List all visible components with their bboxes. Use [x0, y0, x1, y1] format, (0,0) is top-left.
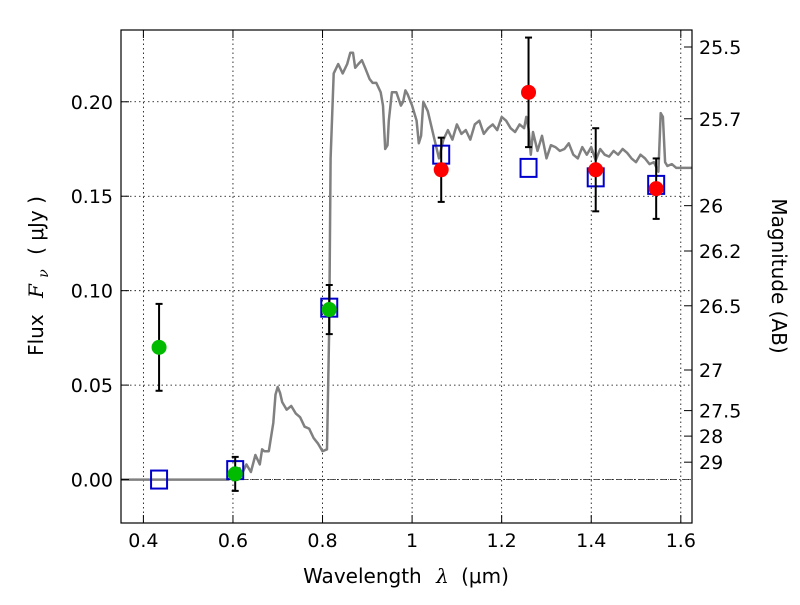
y2-tick-label: 25.5 [699, 37, 741, 59]
x-tick-label: 1.6 [666, 530, 696, 552]
y2-tick-label: 25.7 [699, 109, 741, 131]
y2-tick-label: 27.5 [699, 401, 741, 423]
x-tick-label: 0.6 [218, 530, 248, 552]
y2-axis-title: Magnitude (AB) [767, 198, 791, 353]
y2-tick-label: 28 [699, 426, 723, 448]
ticks: 0.4 0.6 0.8 1 1.2 1.4 1.6 0.00 0.05 0.10 0.15 0.20 2… [71, 30, 741, 552]
grid [121, 30, 692, 523]
y2-tick-label: 29 [699, 452, 723, 474]
data-point [521, 84, 537, 100]
data-point [227, 466, 243, 482]
series-layer [121, 36, 692, 492]
y-tick-label: 0.00 [71, 470, 113, 492]
x-axis-title: Wavelength λ (μm) [303, 564, 509, 588]
data-point [321, 302, 337, 318]
data-point [433, 162, 449, 178]
x-tick-label: 0.8 [307, 530, 337, 552]
data-point [588, 162, 604, 178]
y2-tick-label: 26.5 [699, 296, 741, 318]
y2-tick-label: 26.2 [699, 241, 741, 263]
y2-tick-label: 27 [699, 360, 723, 382]
plot-frame [120, 29, 693, 524]
y-tick-label: 0.10 [71, 281, 113, 303]
x-tick-label: 1.2 [487, 530, 517, 552]
model-square-marker [519, 157, 538, 178]
y-tick-label: 0.20 [71, 92, 113, 114]
y-axis-title: Flux F ν ( μJy ) [24, 196, 53, 356]
y2-tick-label: 26 [699, 196, 723, 218]
data-point [648, 181, 664, 197]
data-point [151, 339, 167, 355]
model-spectrum-line [121, 51, 692, 481]
model-square-marker [150, 469, 169, 490]
x-tick-label: 0.4 [128, 530, 158, 552]
x-tick-label: 1.4 [576, 530, 606, 552]
x-tick-label: 1 [406, 530, 418, 552]
y-tick-label: 0.05 [71, 375, 113, 397]
y-tick-label: 0.15 [71, 186, 113, 208]
